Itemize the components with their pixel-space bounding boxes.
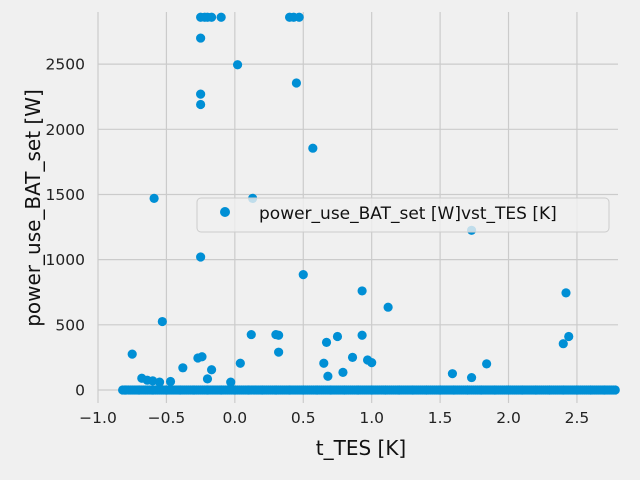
data-point — [157, 316, 167, 327]
legend-box — [196, 197, 610, 233]
data-point — [298, 270, 308, 280]
data-point — [216, 12, 226, 22]
y-tick-label: 1000 — [46, 251, 85, 269]
data-points — [118, 12, 620, 395]
data-point — [321, 337, 332, 347]
y-tick-label: 0 — [75, 381, 85, 399]
data-point — [274, 330, 284, 340]
legend-label: power_use_BAT_set [W]vst_TES [K] — [259, 204, 557, 224]
y-tick-label: 2000 — [46, 121, 85, 139]
data-point — [338, 367, 348, 377]
x-axis-label: t_TES [K] — [316, 436, 406, 460]
data-point — [149, 193, 159, 203]
data-point — [367, 357, 377, 368]
data-point — [332, 331, 343, 342]
legend-marker — [220, 207, 230, 217]
x-tick-label: 2.0 — [496, 409, 521, 427]
x-tick-label: 0.0 — [223, 409, 248, 427]
data-point — [319, 358, 329, 368]
data-point — [291, 78, 302, 88]
data-point — [246, 329, 256, 340]
x-tick-label: 1.0 — [359, 409, 384, 427]
x-tick-label: 2.5 — [565, 409, 590, 427]
data-point — [347, 352, 358, 362]
data-point — [564, 331, 574, 342]
data-point — [608, 385, 618, 395]
data-point — [154, 377, 165, 387]
data-point — [357, 286, 367, 296]
data-point — [178, 363, 188, 373]
data-point — [197, 352, 207, 362]
data-point — [196, 252, 206, 262]
data-point — [558, 339, 568, 349]
x-tick-labels: −1.0 −0.5 0.0 0.5 1.0 1.5 2.0 2.5 — [79, 409, 589, 427]
y-tick-label: 1500 — [46, 186, 85, 204]
data-point — [206, 12, 217, 22]
data-point — [561, 288, 571, 298]
y-tick-label: 2500 — [46, 56, 85, 74]
y-tick-labels: 0 500 1000 1500 2000 2500 — [46, 56, 85, 400]
data-point — [323, 371, 333, 381]
legend: power_use_BAT_set [W]vst_TES [K] — [196, 197, 610, 233]
data-point — [196, 33, 206, 43]
data-point — [206, 365, 217, 375]
y-tick-label: 500 — [55, 316, 85, 334]
data-point — [447, 369, 458, 379]
x-tick-label: 0.5 — [291, 409, 316, 427]
data-point — [232, 60, 243, 70]
x-tick-label: −0.5 — [148, 409, 186, 427]
data-point — [165, 376, 176, 387]
data-point — [127, 349, 137, 359]
data-point — [466, 372, 477, 383]
y-axis-label: power_use_BAT_set [W] — [21, 89, 45, 327]
data-point — [308, 143, 318, 153]
data-point — [226, 377, 236, 387]
data-point — [148, 376, 158, 386]
data-point — [235, 358, 245, 368]
x-tick-label: −1.0 — [79, 409, 117, 427]
data-point — [274, 347, 284, 357]
data-point — [357, 330, 367, 340]
data-point — [202, 374, 213, 384]
data-point — [482, 359, 492, 369]
data-point — [383, 302, 393, 312]
data-point — [294, 12, 304, 22]
x-tick-label: 1.5 — [428, 409, 453, 427]
data-point — [196, 99, 206, 110]
data-point — [196, 89, 206, 99]
